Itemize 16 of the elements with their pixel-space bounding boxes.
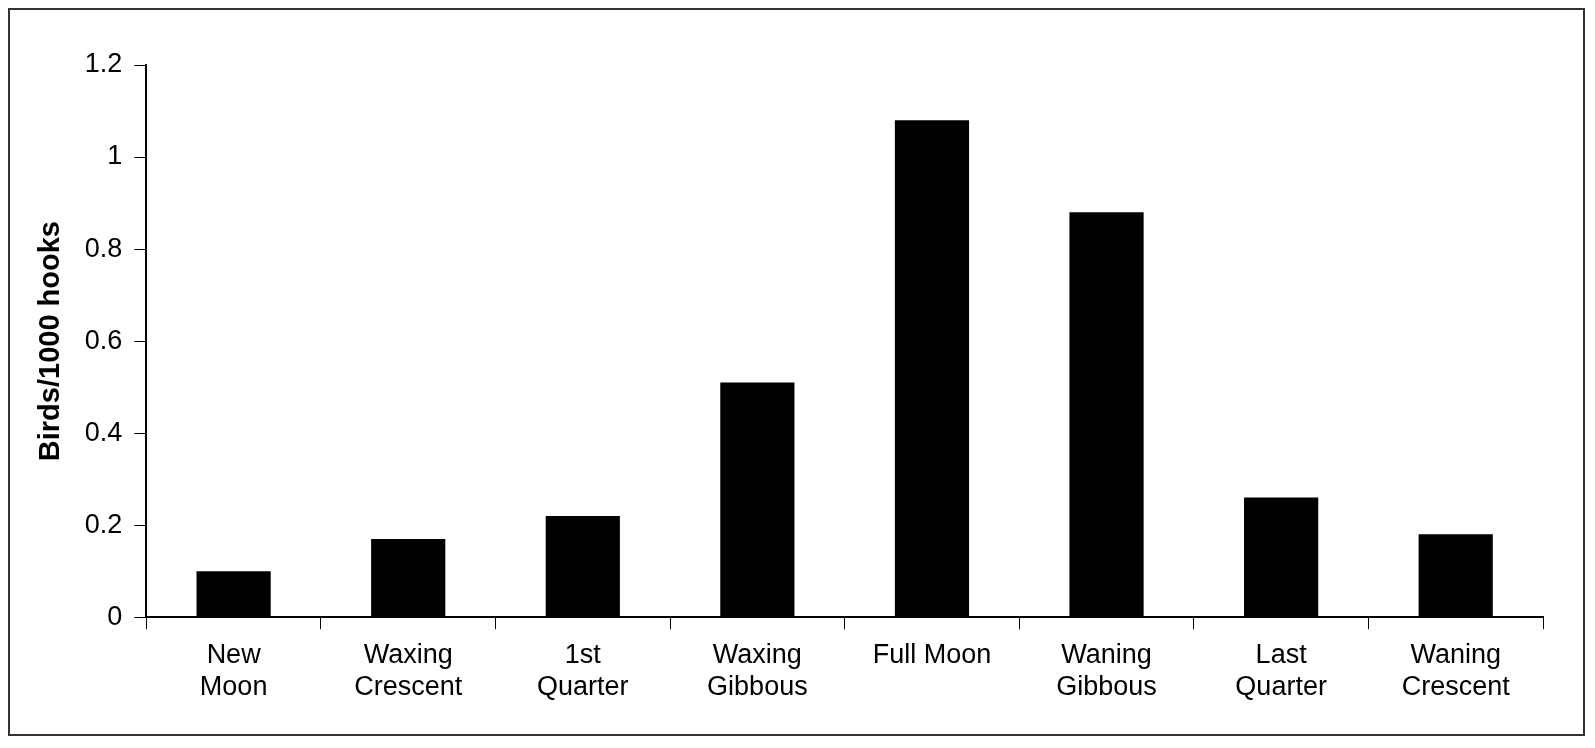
y-tick-label: 0.8 xyxy=(84,232,123,263)
x-tick-label: Waxing Crescent xyxy=(354,638,463,702)
x-tick-label: Waning Gibbous xyxy=(1056,638,1157,702)
y-tick-label: 1 xyxy=(107,140,123,171)
y-tick-label: 0.4 xyxy=(84,416,123,447)
y-tick-label: 0.6 xyxy=(84,324,123,355)
x-tick-label: Full Moon xyxy=(872,638,992,669)
y-tick-label: 0.2 xyxy=(84,508,123,539)
y-tick-label: 0 xyxy=(107,600,123,631)
x-tick-label: Waning Crescent xyxy=(1401,638,1511,702)
x-tick-label: New Moon xyxy=(199,638,268,702)
x-tick-label: Waxing Gibbous xyxy=(707,638,808,702)
y-tick-label: 1.2 xyxy=(84,48,123,79)
x-tick-label: 1st Quarter xyxy=(537,638,629,702)
x-tick-label: Last Quarter xyxy=(1235,638,1327,702)
y-axis-title: Birds/1000 hooks xyxy=(33,221,66,462)
